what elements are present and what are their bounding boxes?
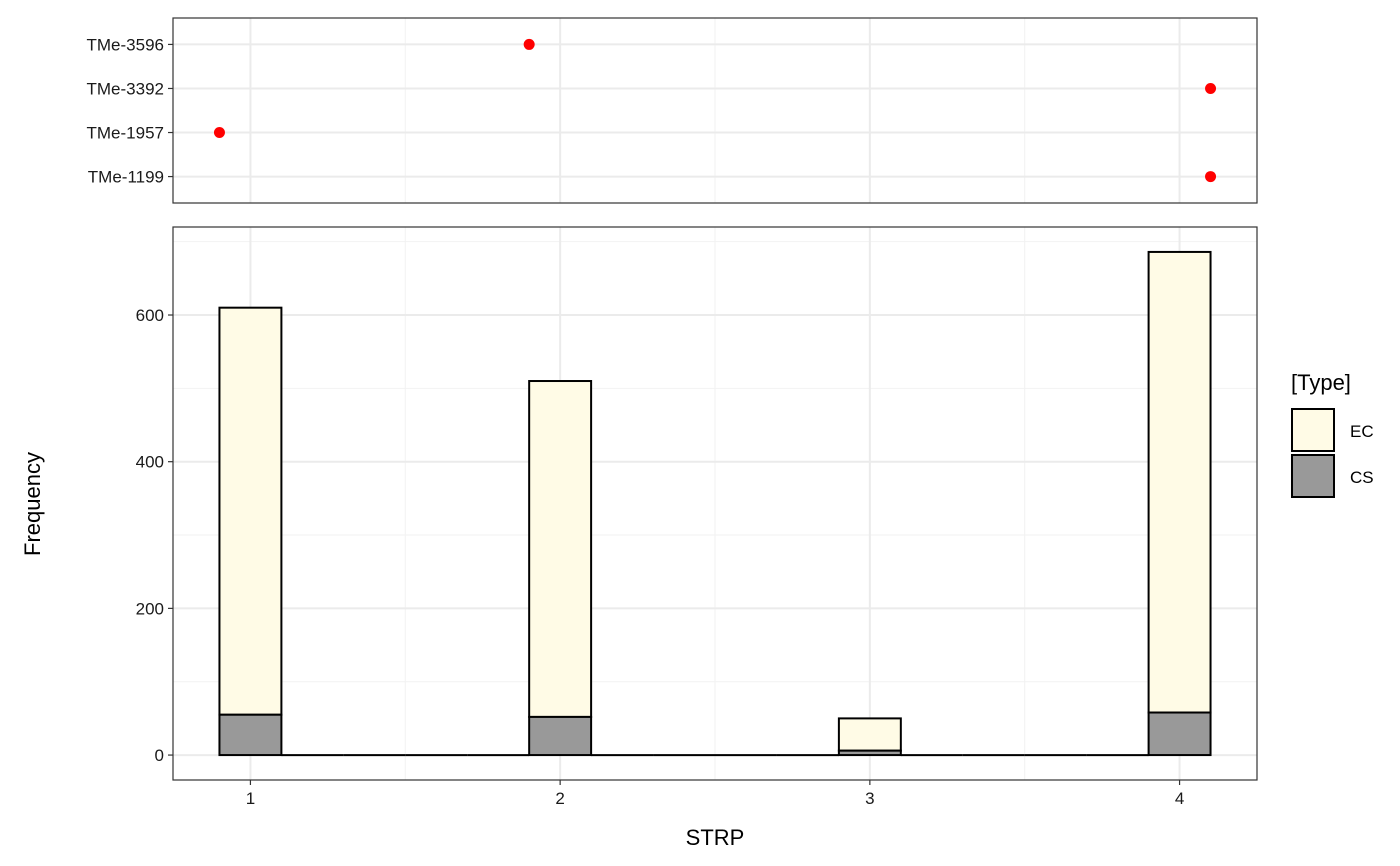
bottom-histogram-panel: 1 2 3 4 0 200 400 600: [136, 226, 1258, 808]
bar-cs: [837, 749, 902, 757]
scatter-point: [213, 127, 225, 139]
top-scatter-panel: TMe-1199 TMe-1957 TMe-3392 TMe-3596: [87, 17, 1258, 204]
bottom-panel-border: [172, 226, 1258, 781]
bar-cs: [218, 713, 283, 757]
y-tick-label: 600: [136, 306, 164, 325]
top-y-tick-label: TMe-3392: [87, 79, 164, 98]
bar-cs: [528, 715, 593, 757]
scatter-point: [1205, 82, 1217, 94]
y-axis-title: Frequency: [20, 452, 45, 556]
top-panel-border: [172, 17, 1258, 204]
bar-ec: [1147, 250, 1212, 714]
bar-cs: [1147, 711, 1212, 757]
top-y-tick-label: TMe-1199: [88, 168, 164, 187]
legend-title: [Type]: [1291, 370, 1351, 395]
y-tick-label: 200: [136, 599, 164, 618]
x-tick-label: 2: [555, 789, 564, 808]
legend-key-cs: [1291, 454, 1335, 498]
x-axis-title: STRP: [686, 825, 745, 850]
top-y-tick-label: TMe-1957: [87, 124, 164, 143]
y-tick-label: 0: [155, 746, 164, 765]
y-tick-label: 400: [136, 453, 164, 472]
legend-label-cs: CS: [1350, 468, 1374, 487]
legend: [Type] EC CS: [1291, 370, 1374, 498]
x-tick-label: 1: [246, 789, 255, 808]
legend-key-ec: [1291, 408, 1335, 452]
bar-ec: [218, 306, 283, 716]
scatter-point: [523, 38, 535, 50]
legend-label-ec: EC: [1350, 422, 1374, 441]
bar-ec: [528, 380, 593, 718]
x-tick-label: 3: [865, 789, 874, 808]
top-y-tick-label: TMe-3596: [87, 35, 164, 54]
scatter-point: [1205, 171, 1217, 183]
bar-ec: [837, 717, 902, 752]
x-tick-label: 4: [1175, 789, 1184, 808]
